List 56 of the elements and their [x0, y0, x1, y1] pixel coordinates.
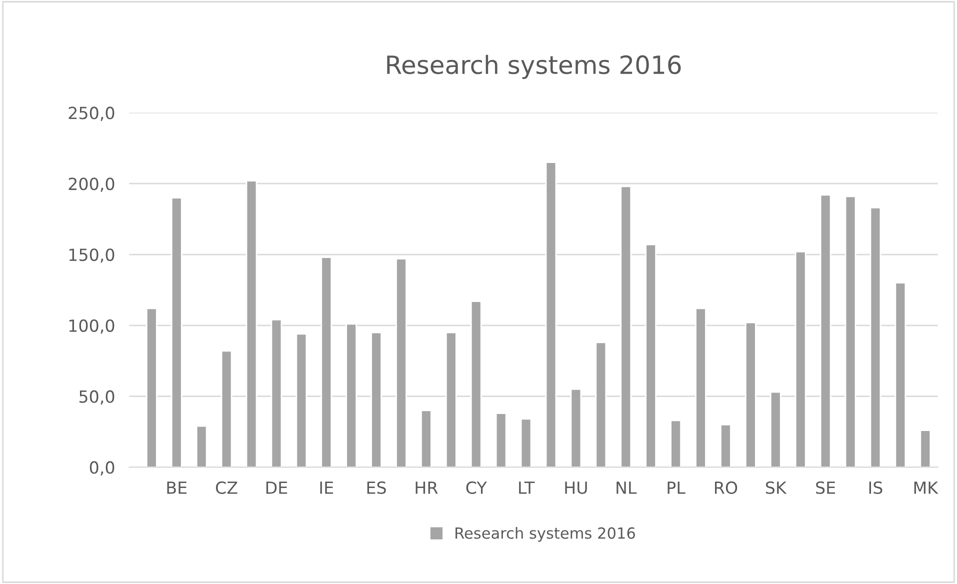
bar — [370, 332, 382, 468]
bar — [720, 424, 732, 468]
bar — [220, 350, 232, 468]
bar — [570, 388, 582, 468]
bar — [595, 342, 607, 468]
bar — [920, 430, 932, 468]
bar — [695, 308, 706, 468]
x-tick-label: ES — [367, 481, 386, 494]
bar — [470, 300, 482, 468]
bar — [445, 332, 457, 468]
x-tick-label: PL — [668, 482, 686, 494]
x-tick-label: CY — [466, 481, 487, 494]
y-tick-label: 0,0 — [90, 461, 114, 476]
bar — [520, 418, 532, 468]
bar — [396, 258, 407, 468]
x-tick-label: RO — [714, 481, 738, 494]
x-tick-label: MK — [914, 482, 938, 494]
bar — [844, 196, 856, 468]
bar — [820, 194, 832, 468]
x-tick-label: LT — [519, 482, 535, 494]
bar — [246, 180, 258, 468]
bar — [146, 308, 158, 468]
bar — [645, 244, 657, 468]
x-tick-label: NL — [616, 482, 637, 494]
bar — [320, 256, 332, 468]
x-tick-label: DE — [266, 482, 288, 494]
bar — [296, 333, 308, 468]
chart-title: Research systems 2016 — [387, 54, 681, 80]
y-tick-label: 250,0 — [68, 106, 114, 121]
legend-label: Research systems 2016 — [456, 527, 635, 542]
x-tick-label: SE — [816, 481, 836, 494]
y-tick-label: 100,0 — [69, 319, 114, 334]
x-tick-label: HU — [565, 482, 587, 494]
bar — [670, 420, 682, 468]
bar — [545, 162, 557, 468]
x-tick-label: SK — [766, 481, 787, 494]
x-tick-label: HR — [416, 482, 438, 494]
y-tick-label: 150,0 — [69, 248, 114, 263]
bar — [170, 197, 182, 468]
bar — [744, 322, 756, 468]
x-tick-label: IE — [320, 482, 334, 494]
x-tick-label: BE — [167, 482, 187, 494]
bar — [870, 207, 882, 468]
bar — [620, 186, 632, 468]
x-tick-label: CZ — [216, 481, 238, 494]
bar — [420, 410, 432, 468]
bar — [270, 319, 282, 468]
bar — [794, 250, 806, 468]
x-tick-label: IS — [869, 481, 882, 494]
y-tick-label: 50,0 — [79, 390, 114, 405]
bar — [495, 412, 507, 468]
bar — [196, 425, 208, 468]
bar — [770, 391, 782, 468]
y-tick-label: 200,0 — [68, 178, 114, 192]
bar — [894, 282, 906, 468]
bar — [346, 323, 358, 468]
